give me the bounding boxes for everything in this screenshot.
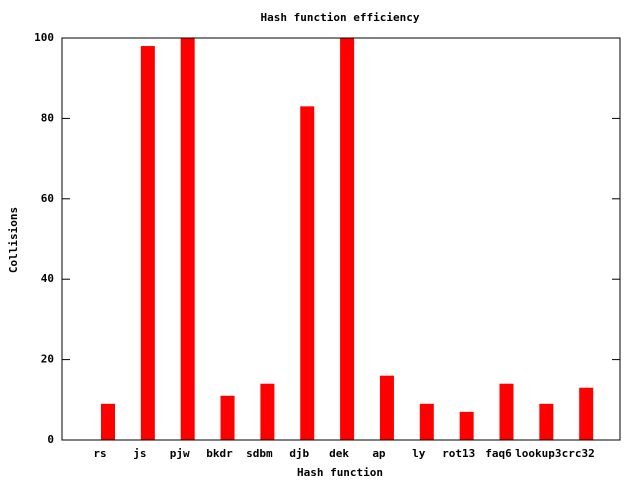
x-tick-label: rs <box>93 447 106 460</box>
x-tick-label: djb <box>289 447 309 460</box>
x-tick-label: ly <box>412 447 426 460</box>
y-tick-label: 20 <box>41 353 54 366</box>
bar <box>101 403 115 440</box>
bar <box>140 46 155 440</box>
y-tick-label: 0 <box>47 433 54 446</box>
bar <box>300 106 315 440</box>
x-tick-label: pjw <box>170 447 190 460</box>
plot-frame <box>61 37 621 441</box>
y-tick-label: 60 <box>41 192 54 205</box>
y-tick-label: 80 <box>41 111 54 124</box>
bar <box>499 383 514 440</box>
bar <box>459 411 474 440</box>
bar <box>579 387 594 440</box>
bar <box>180 38 195 440</box>
x-tick-label: js <box>133 447 146 460</box>
x-tick-label: sdbm <box>246 447 273 460</box>
bar <box>539 403 554 440</box>
bar <box>379 375 394 440</box>
y-tick-label: 100 <box>34 31 54 44</box>
bar <box>340 38 355 440</box>
x-tick-label: faq6 <box>485 447 512 460</box>
x-tick-label: rot13 <box>442 447 475 460</box>
x-tick-label: dek <box>329 447 349 460</box>
bar <box>220 395 235 440</box>
bar <box>419 403 434 440</box>
x-tick-label: bkdr <box>206 447 233 460</box>
bar <box>260 383 275 440</box>
x-tick-label: ap <box>372 447 386 460</box>
chart-title: Hash function efficiency <box>261 11 420 24</box>
x-tick-label: lookup3 <box>515 447 561 460</box>
x-tick-label: crc32 <box>562 447 595 460</box>
x-axis-label: Hash function <box>297 466 383 479</box>
y-axis-label: Collisions <box>7 207 20 273</box>
y-tick-label: 40 <box>41 272 54 285</box>
